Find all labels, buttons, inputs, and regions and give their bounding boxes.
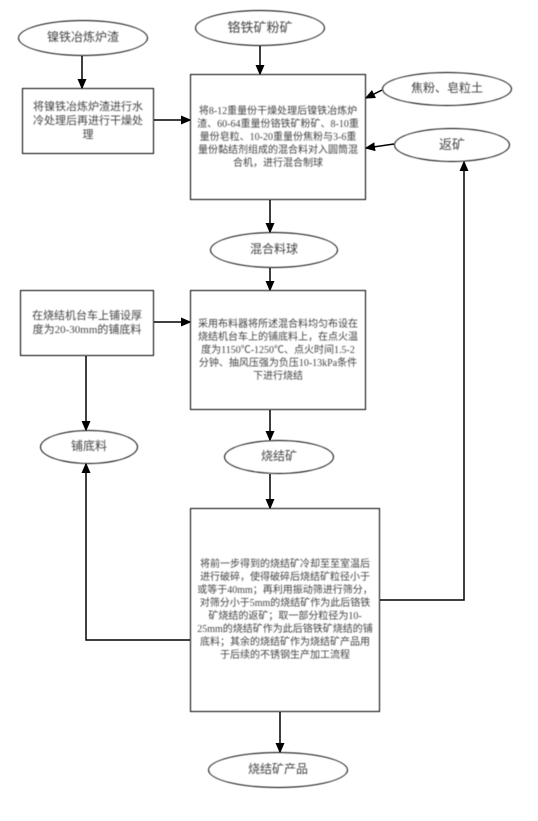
top_input: 铬铁矿粉矿	[195, 10, 325, 46]
return_input: 返矿	[394, 128, 510, 162]
sinter_out: 烧结矿	[224, 440, 334, 474]
bed_note: 在烧结机台车上铺设厚度为20-30mm的铺底料	[20, 290, 154, 356]
arrow-13	[380, 162, 464, 600]
sinter_proc: 采用布料器将所述混合料均匀布设在烧结机台车上的铺底料上，在点火温度为1150℃-…	[190, 290, 366, 410]
crush_proc: 将前一步得到的烧结矿冷却至至室温后进行破碎，使得破碎后烧结矿粒径小于或等于40m…	[190, 508, 380, 712]
arrow-3	[366, 90, 382, 98]
slag_proc: 将镍铁冶炼炉渣进行水冷处理后再进行干燥处理	[22, 88, 154, 154]
coke_input: 焦粉、皂粒土	[382, 72, 512, 106]
mix_proc: 将8-12重量份干燥处理后镍铁冶炼炉渣、60-64重量份铬铁矿粉矿、8-10重量…	[190, 74, 366, 200]
mix_out: 混合料球	[210, 232, 338, 268]
bed_label: 铺底料	[40, 430, 138, 464]
arrow-12	[86, 464, 190, 640]
slag_input: 镍铁冶炼炉渣	[18, 20, 148, 56]
product: 烧结矿产品	[208, 752, 348, 788]
arrow-4	[366, 144, 394, 148]
